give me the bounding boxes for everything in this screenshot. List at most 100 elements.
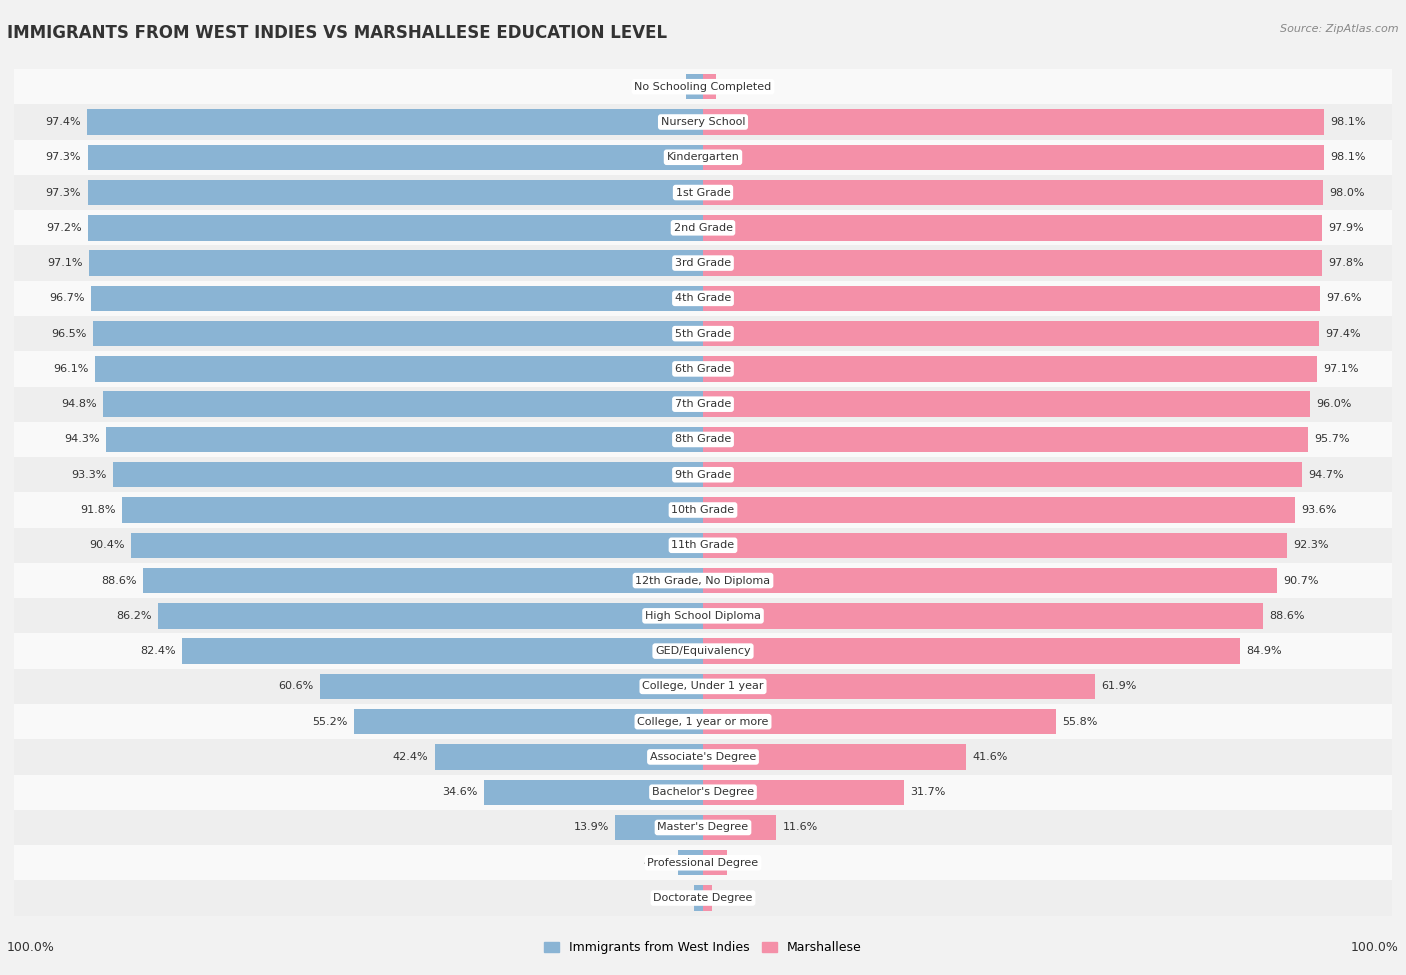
Bar: [703, 392, 1310, 417]
Bar: [703, 356, 1317, 381]
Text: GED/Equivalency: GED/Equivalency: [655, 646, 751, 656]
Bar: [131, 532, 703, 558]
Text: 97.1%: 97.1%: [1323, 364, 1360, 374]
Bar: [14, 774, 1392, 810]
Text: 96.7%: 96.7%: [49, 293, 84, 303]
Text: 2.7%: 2.7%: [651, 82, 679, 92]
Text: 31.7%: 31.7%: [910, 787, 945, 798]
Text: Professional Degree: Professional Degree: [647, 858, 759, 868]
Bar: [434, 744, 703, 769]
Text: Doctorate Degree: Doctorate Degree: [654, 893, 752, 903]
Bar: [14, 316, 1392, 351]
Text: 6th Grade: 6th Grade: [675, 364, 731, 374]
Bar: [96, 356, 703, 381]
Bar: [91, 286, 703, 311]
Text: Kindergarten: Kindergarten: [666, 152, 740, 162]
Bar: [14, 739, 1392, 774]
Text: Master's Degree: Master's Degree: [658, 823, 748, 833]
Text: 13.9%: 13.9%: [574, 823, 609, 833]
Bar: [703, 74, 716, 99]
Bar: [703, 427, 1309, 452]
Bar: [14, 492, 1392, 527]
Text: 84.9%: 84.9%: [1246, 646, 1282, 656]
Text: 98.0%: 98.0%: [1329, 187, 1365, 198]
Text: 86.2%: 86.2%: [115, 610, 152, 621]
Bar: [703, 567, 1277, 593]
Bar: [484, 779, 703, 805]
Bar: [14, 175, 1392, 211]
Bar: [703, 251, 1322, 276]
Text: Source: ZipAtlas.com: Source: ZipAtlas.com: [1281, 24, 1399, 34]
Bar: [14, 246, 1392, 281]
Bar: [14, 527, 1392, 563]
Text: 94.7%: 94.7%: [1309, 470, 1344, 480]
Text: 97.3%: 97.3%: [46, 152, 82, 162]
Text: 11.6%: 11.6%: [783, 823, 818, 833]
Bar: [14, 69, 1392, 104]
Bar: [157, 604, 703, 629]
Bar: [703, 639, 1240, 664]
Text: 96.0%: 96.0%: [1316, 399, 1353, 410]
Bar: [703, 709, 1056, 734]
Bar: [703, 109, 1323, 135]
Text: 100.0%: 100.0%: [7, 941, 55, 954]
Text: 1.5%: 1.5%: [718, 893, 747, 903]
Bar: [14, 634, 1392, 669]
Text: College, Under 1 year: College, Under 1 year: [643, 682, 763, 691]
Bar: [703, 604, 1264, 629]
Bar: [14, 810, 1392, 845]
Text: 61.9%: 61.9%: [1101, 682, 1136, 691]
Legend: Immigrants from West Indies, Marshallese: Immigrants from West Indies, Marshallese: [538, 936, 868, 959]
Text: College, 1 year or more: College, 1 year or more: [637, 717, 769, 726]
Bar: [703, 144, 1323, 170]
Bar: [142, 567, 703, 593]
Text: 97.9%: 97.9%: [1329, 223, 1364, 233]
Bar: [181, 639, 703, 664]
Text: 97.4%: 97.4%: [1326, 329, 1361, 338]
Text: 97.4%: 97.4%: [45, 117, 80, 127]
Text: 96.5%: 96.5%: [51, 329, 86, 338]
Text: Associate's Degree: Associate's Degree: [650, 752, 756, 761]
Bar: [703, 850, 727, 876]
Bar: [14, 669, 1392, 704]
Text: 3.8%: 3.8%: [734, 858, 762, 868]
Bar: [14, 457, 1392, 492]
Text: 94.3%: 94.3%: [65, 435, 100, 445]
Text: 97.6%: 97.6%: [1327, 293, 1362, 303]
Text: 11th Grade: 11th Grade: [672, 540, 734, 550]
Bar: [703, 497, 1295, 523]
Bar: [14, 704, 1392, 739]
Text: 91.8%: 91.8%: [80, 505, 117, 515]
Text: 97.3%: 97.3%: [46, 187, 82, 198]
Bar: [703, 215, 1322, 241]
Text: 97.2%: 97.2%: [46, 223, 82, 233]
Text: 1st Grade: 1st Grade: [676, 187, 730, 198]
Bar: [703, 674, 1094, 699]
Text: 3rd Grade: 3rd Grade: [675, 258, 731, 268]
Text: 98.1%: 98.1%: [1330, 152, 1365, 162]
Bar: [14, 351, 1392, 386]
Text: 9th Grade: 9th Grade: [675, 470, 731, 480]
Bar: [703, 179, 1323, 206]
Text: 10th Grade: 10th Grade: [672, 505, 734, 515]
Text: 2.0%: 2.0%: [721, 82, 751, 92]
Text: 4th Grade: 4th Grade: [675, 293, 731, 303]
Bar: [354, 709, 703, 734]
Text: 97.8%: 97.8%: [1327, 258, 1364, 268]
Text: 55.8%: 55.8%: [1063, 717, 1098, 726]
Bar: [614, 815, 703, 840]
Bar: [87, 109, 703, 135]
Bar: [678, 850, 703, 876]
Text: 100.0%: 100.0%: [1351, 941, 1399, 954]
Text: 42.4%: 42.4%: [392, 752, 429, 761]
Bar: [693, 885, 703, 911]
Text: 60.6%: 60.6%: [278, 682, 314, 691]
Text: High School Diploma: High School Diploma: [645, 610, 761, 621]
Bar: [112, 462, 703, 488]
Bar: [87, 179, 703, 206]
Bar: [93, 321, 703, 346]
Text: 93.3%: 93.3%: [72, 470, 107, 480]
Bar: [103, 392, 703, 417]
Text: 98.1%: 98.1%: [1330, 117, 1365, 127]
Text: 41.6%: 41.6%: [973, 752, 1008, 761]
